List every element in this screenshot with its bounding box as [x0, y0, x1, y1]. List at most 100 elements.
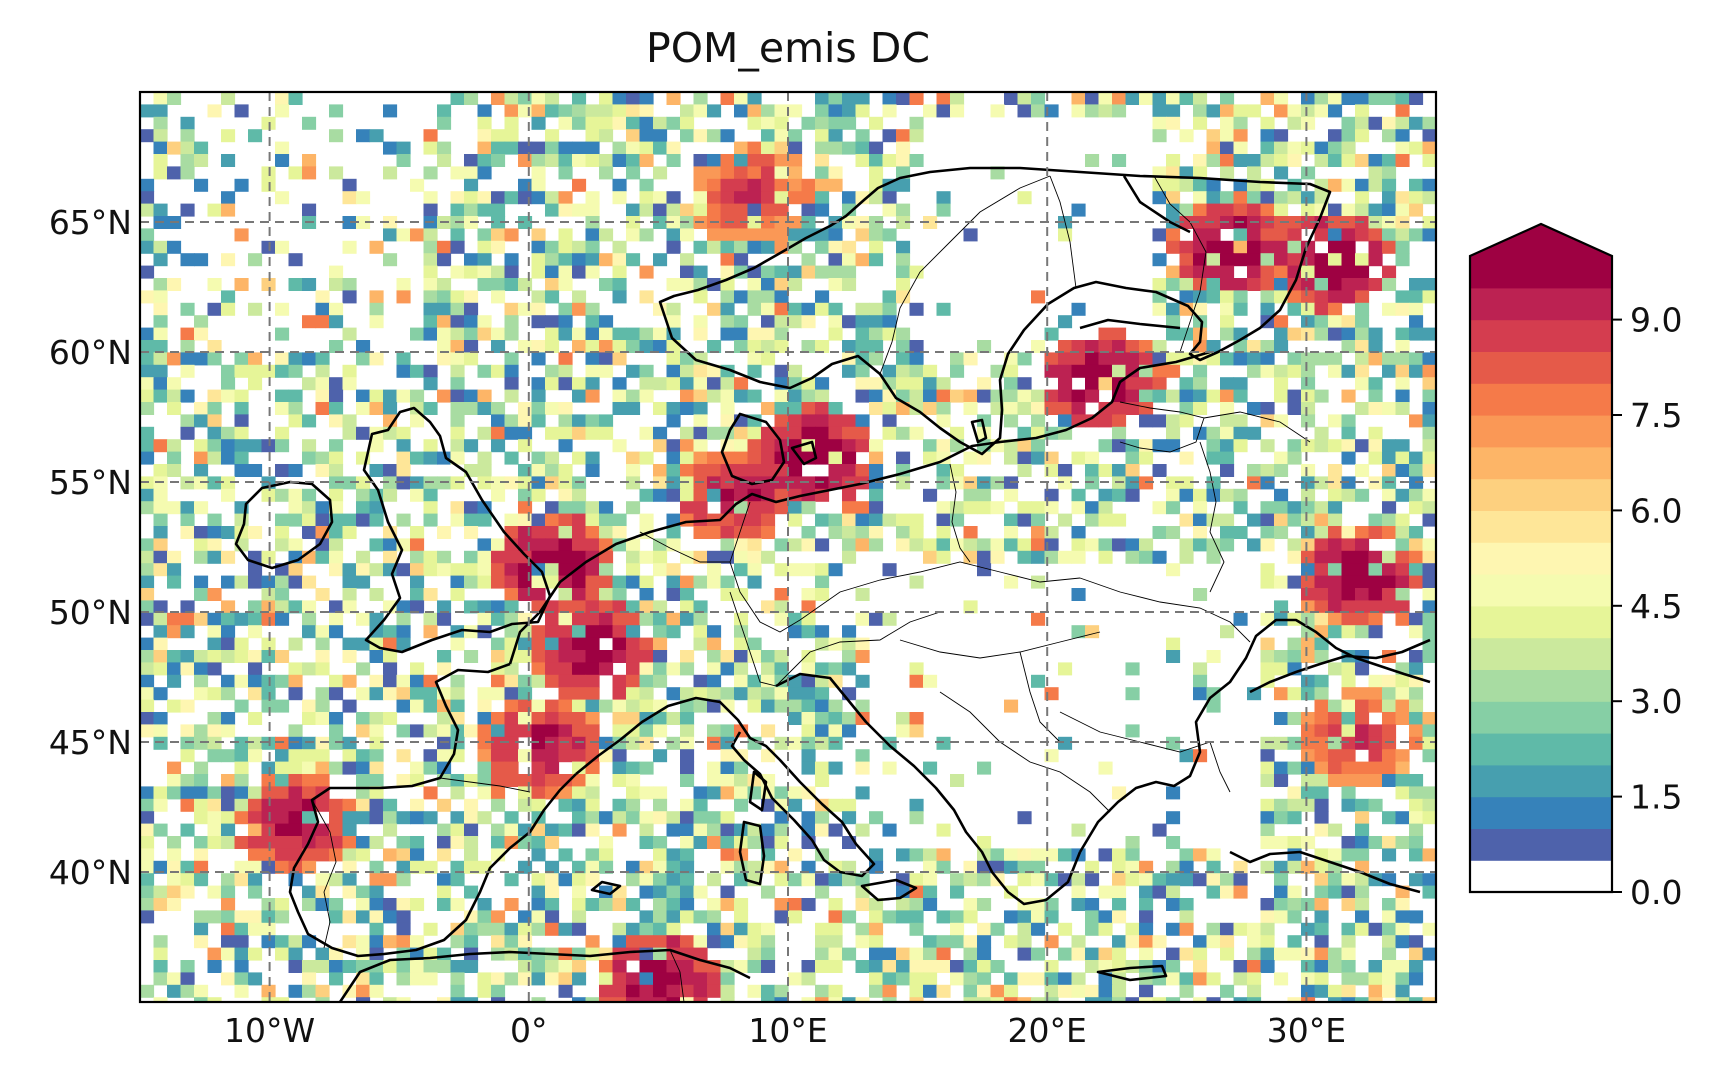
grid-cell	[261, 761, 276, 775]
grid-cell	[855, 302, 870, 316]
grid-cell	[369, 798, 384, 812]
grid-cell	[963, 352, 978, 366]
grid-cell	[140, 674, 155, 688]
grid-cell	[1314, 600, 1329, 614]
grid-cell	[491, 327, 506, 341]
grid-cell	[504, 774, 519, 787]
grid-cell	[1422, 712, 1436, 725]
grid-cell	[774, 650, 789, 663]
grid-cell	[477, 116, 492, 130]
grid-cell	[869, 377, 884, 391]
grid-cell	[464, 178, 479, 192]
grid-cell	[639, 910, 654, 924]
grid-cell	[491, 426, 506, 440]
grid-cell	[1301, 414, 1316, 428]
grid-cell	[342, 848, 357, 862]
grid-cell	[1422, 848, 1436, 862]
grid-cell	[1395, 997, 1410, 1002]
grid-cell	[639, 265, 654, 279]
grid-cell	[315, 984, 330, 998]
grid-cell	[815, 538, 830, 552]
grid-cell	[383, 216, 398, 229]
grid-cell	[558, 278, 573, 291]
grid-cell	[1382, 116, 1397, 130]
grid-cell	[1328, 724, 1343, 738]
grid-cell	[1166, 92, 1181, 105]
grid-cell	[1260, 935, 1275, 949]
grid-cell	[423, 811, 438, 825]
grid-cell	[1368, 327, 1383, 341]
grid-cell	[1071, 414, 1086, 428]
grid-cell	[1166, 439, 1181, 453]
grid-cell	[342, 960, 357, 973]
grid-cell	[869, 947, 884, 961]
grid-cell	[599, 836, 614, 849]
grid-cell	[626, 451, 641, 465]
grid-cell	[612, 699, 627, 713]
grid-cell	[572, 885, 587, 899]
grid-cell	[180, 798, 195, 812]
grid-cell	[842, 191, 857, 205]
grid-cell	[572, 178, 587, 192]
grid-cell	[693, 240, 708, 254]
grid-cell	[1368, 278, 1383, 291]
grid-cell	[234, 749, 249, 763]
grid-cell	[464, 935, 479, 949]
grid-cell	[680, 612, 695, 626]
grid-cell	[639, 736, 654, 750]
grid-cell	[707, 736, 722, 750]
grid-cell	[666, 885, 681, 899]
grid-cell	[815, 426, 830, 440]
grid-cell	[693, 377, 708, 391]
grid-cell	[815, 625, 830, 639]
grid-cell	[680, 278, 695, 291]
grid-cell	[1314, 563, 1329, 577]
grid-cell	[1260, 736, 1275, 750]
grid-cell	[666, 278, 681, 291]
grid-cell	[1004, 389, 1019, 403]
grid-cell	[801, 191, 816, 205]
coastline-italy-east	[775, 672, 1082, 906]
grid-cell	[450, 972, 465, 986]
grid-cell	[207, 526, 222, 539]
grid-cell	[585, 563, 600, 577]
grid-cell	[1139, 898, 1154, 911]
grid-cell	[747, 674, 762, 688]
grid-cell	[1355, 278, 1370, 291]
grid-cell	[504, 724, 519, 738]
grid-cell	[1382, 154, 1397, 167]
grid-cell	[1409, 910, 1424, 924]
grid-cell	[180, 389, 195, 403]
grid-cell	[1220, 389, 1235, 403]
grid-cell	[450, 203, 465, 217]
grid-cell	[977, 414, 992, 428]
grid-cell	[302, 885, 317, 899]
grid-cell	[1368, 240, 1383, 254]
grid-cell	[788, 699, 803, 713]
grid-cell	[261, 848, 276, 862]
grid-cell	[626, 340, 641, 353]
grid-cell	[437, 315, 452, 329]
grid-cell	[261, 178, 276, 192]
grid-cell	[869, 191, 884, 205]
grid-cell	[828, 315, 843, 329]
grid-cell	[410, 836, 425, 849]
grid-cell	[963, 960, 978, 973]
grid-cell	[153, 116, 168, 130]
grid-cell	[572, 798, 587, 812]
grid-cell	[842, 141, 857, 155]
grid-cell	[666, 302, 681, 316]
grid-cell	[302, 612, 317, 626]
grid-cell	[396, 464, 411, 477]
grid-cell	[167, 650, 182, 663]
grid-cell	[545, 650, 560, 663]
grid-cell	[1260, 947, 1275, 961]
grid-cell	[747, 191, 762, 205]
grid-cell	[585, 674, 600, 688]
grid-cell	[153, 960, 168, 973]
grid-cell	[180, 662, 195, 676]
grid-cell	[869, 922, 884, 936]
grid-cell	[167, 575, 182, 589]
grid-cell	[450, 315, 465, 329]
grid-cell	[774, 364, 789, 378]
